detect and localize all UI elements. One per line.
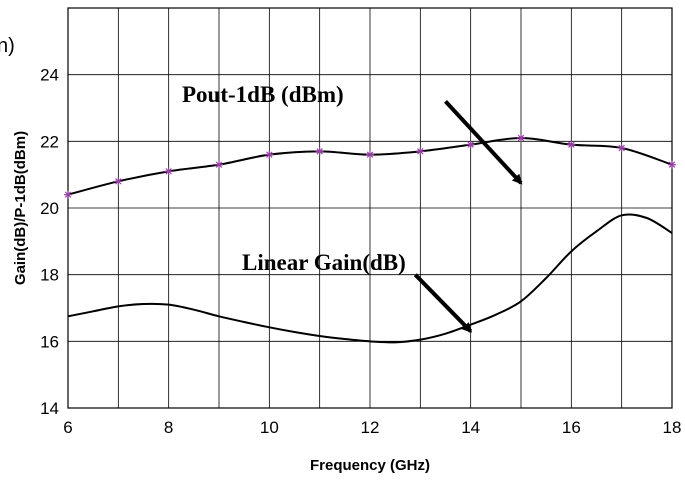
data-point-marker [64,190,72,199]
x-tick-label: 18 [663,418,682,437]
x-tick-label: 16 [562,418,581,437]
data-point-marker [517,134,525,142]
series-line-1 [67,213,673,344]
x-tick-label: 14 [461,418,480,437]
annotation-layer: Pout-1dB (dBm) Linear Gain(dB) [182,82,523,333]
y-tick-label: 16 [40,332,59,351]
series-layer [64,134,676,344]
data-point-marker [567,140,576,149]
data-point-marker [466,140,475,149]
data-point-marker [114,177,123,186]
data-point-marker [265,150,274,159]
grid [68,8,672,408]
plot-frame [67,7,673,409]
y-tick-label: 24 [40,66,59,85]
y-tick-label: 18 [40,266,59,285]
y-tick-label: 22 [40,132,59,151]
annotation-label-1: Linear Gain(dB) [242,250,406,275]
annotation-label-0: Pout-1dB (dBm) [182,82,344,107]
x-tick-label: 10 [260,418,279,437]
y-tick-label: 14 [40,399,59,418]
annotation-arrow-1 [413,273,473,333]
x-tick-label: 6 [63,418,72,437]
tick-labels: 6 8 10 12 14 16 18 14 16 18 20 22 24 [40,66,681,437]
annotation-arrow-0 [444,99,523,185]
y-axis-title: Gain(dB)/P-1dB(dBm) [12,131,29,285]
x-tick-label: 8 [164,418,173,437]
data-point-marker [617,144,626,152]
x-axis-title: Frequency (GHz) [310,457,430,474]
data-point-marker [215,160,223,169]
y-tick-label: 20 [40,199,59,218]
data-point-marker [416,147,425,156]
clipped-label-fragment: n) [0,35,15,57]
data-point-marker [315,147,324,156]
data-point-marker [366,150,374,159]
data-point-marker [668,160,676,169]
data-point-marker [164,167,173,176]
x-tick-label: 12 [361,418,380,437]
